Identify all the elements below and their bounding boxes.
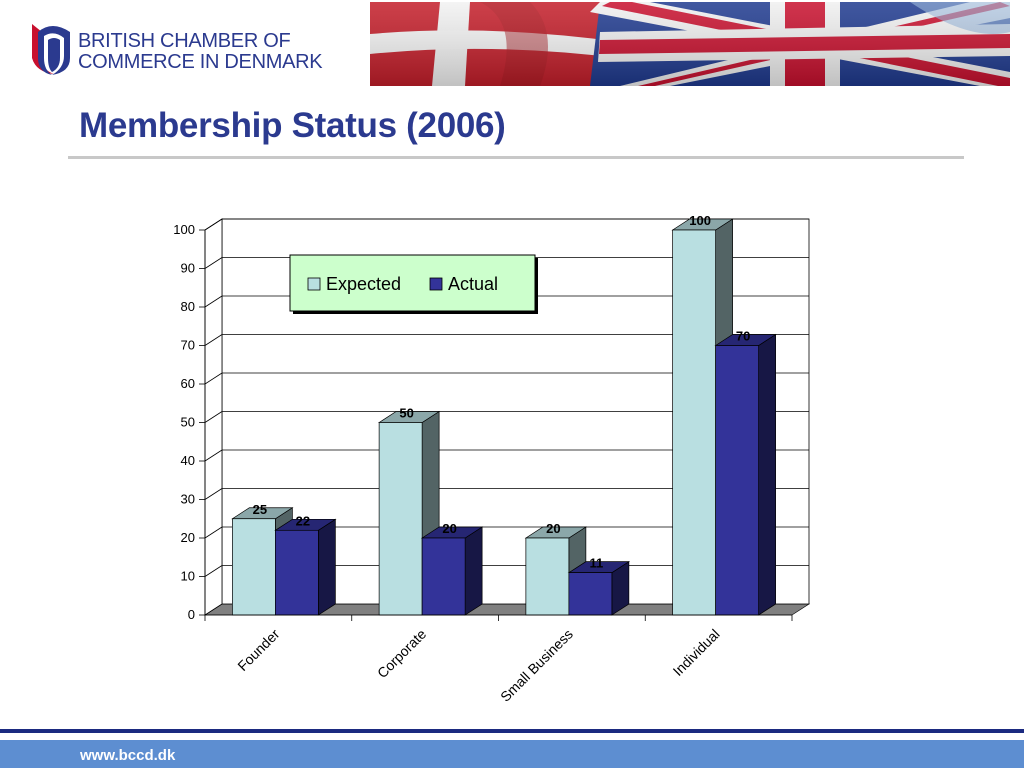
bar-actual-founder (274, 518, 337, 616)
bar-front (232, 518, 276, 616)
logo-line-2: COMMERCE IN DENMARK (78, 51, 323, 73)
x-category-label: Individual (670, 626, 723, 679)
gridline-depth (204, 372, 223, 385)
gridline-depth (204, 565, 223, 577)
y-tick-label: 90 (181, 261, 195, 276)
bar-actual-small-business (567, 561, 631, 616)
website-link[interactable]: www.bccd.dk (80, 747, 176, 764)
x-category-label: Founder (234, 626, 282, 674)
bar-front (672, 229, 716, 616)
gridline-depth (204, 295, 223, 308)
page-title: Membership Status (2006) (79, 106, 506, 145)
legend-swatch (307, 277, 321, 291)
gridline-depth (204, 449, 223, 462)
y-tick-label: 10 (181, 569, 195, 584)
y-tick-label: 20 (181, 530, 195, 545)
bar-value-label: 70 (736, 329, 750, 344)
legend-swatch (429, 277, 443, 291)
footer-bar: www.bccd.dk (0, 740, 1024, 768)
footer-divider (0, 729, 1024, 733)
chamber-logo-icon (32, 24, 70, 75)
membership-bar-chart: 0 10 20 30 40 50 60 70 80 90 100 25 22 Founder 50 20 Cor… (173, 213, 811, 705)
bar-front (568, 572, 613, 616)
chart-legend (289, 254, 536, 312)
gridline-depth (204, 526, 223, 539)
bar-value-label: 20 (442, 521, 456, 536)
bar-value-label: 50 (399, 406, 413, 421)
bar-value-label: 25 (253, 502, 267, 517)
bar-side (464, 526, 483, 616)
x-category-label: Small Business (497, 626, 576, 705)
y-tick-label: 70 (181, 338, 195, 353)
legend-entry: Actual (448, 274, 498, 294)
bar-value-label: 100 (689, 213, 711, 228)
bar-front (525, 537, 570, 616)
y-tick-label: 100 (173, 222, 195, 237)
bar-value-label: 20 (546, 521, 560, 536)
gridline-depth (204, 257, 223, 269)
x-category-label: Corporate (374, 626, 429, 681)
y-tick-label: 30 (181, 492, 195, 507)
gridline-depth (204, 411, 223, 423)
bar-front (715, 345, 759, 616)
gridline-depth (204, 334, 223, 346)
bar-side (318, 518, 336, 616)
legend-entry: Expected (326, 274, 401, 294)
y-tick-label: 0 (188, 607, 195, 622)
y-tick-label: 50 (181, 415, 195, 430)
bar-side (758, 333, 776, 616)
bar-front (421, 537, 466, 616)
bar-value-label: 22 (296, 513, 310, 528)
bar-actual-individual (714, 333, 777, 616)
bar-front (378, 422, 423, 616)
y-tick-label: 60 (181, 376, 195, 391)
y-tick-label: 80 (181, 299, 195, 314)
bar-actual-corporate (420, 526, 484, 616)
bar-front (275, 529, 319, 616)
chamber-logo-text: BRITISH CHAMBER OF COMMERCE IN DENMARK (78, 30, 323, 73)
gridline-depth (204, 488, 223, 500)
gridline-depth (204, 218, 223, 231)
title-divider (68, 156, 964, 159)
flag-banner-image (370, 2, 1010, 86)
bar-value-label: 11 (590, 556, 604, 571)
y-tick-label: 40 (181, 453, 195, 468)
logo-line-1: BRITISH CHAMBER OF (78, 30, 291, 52)
